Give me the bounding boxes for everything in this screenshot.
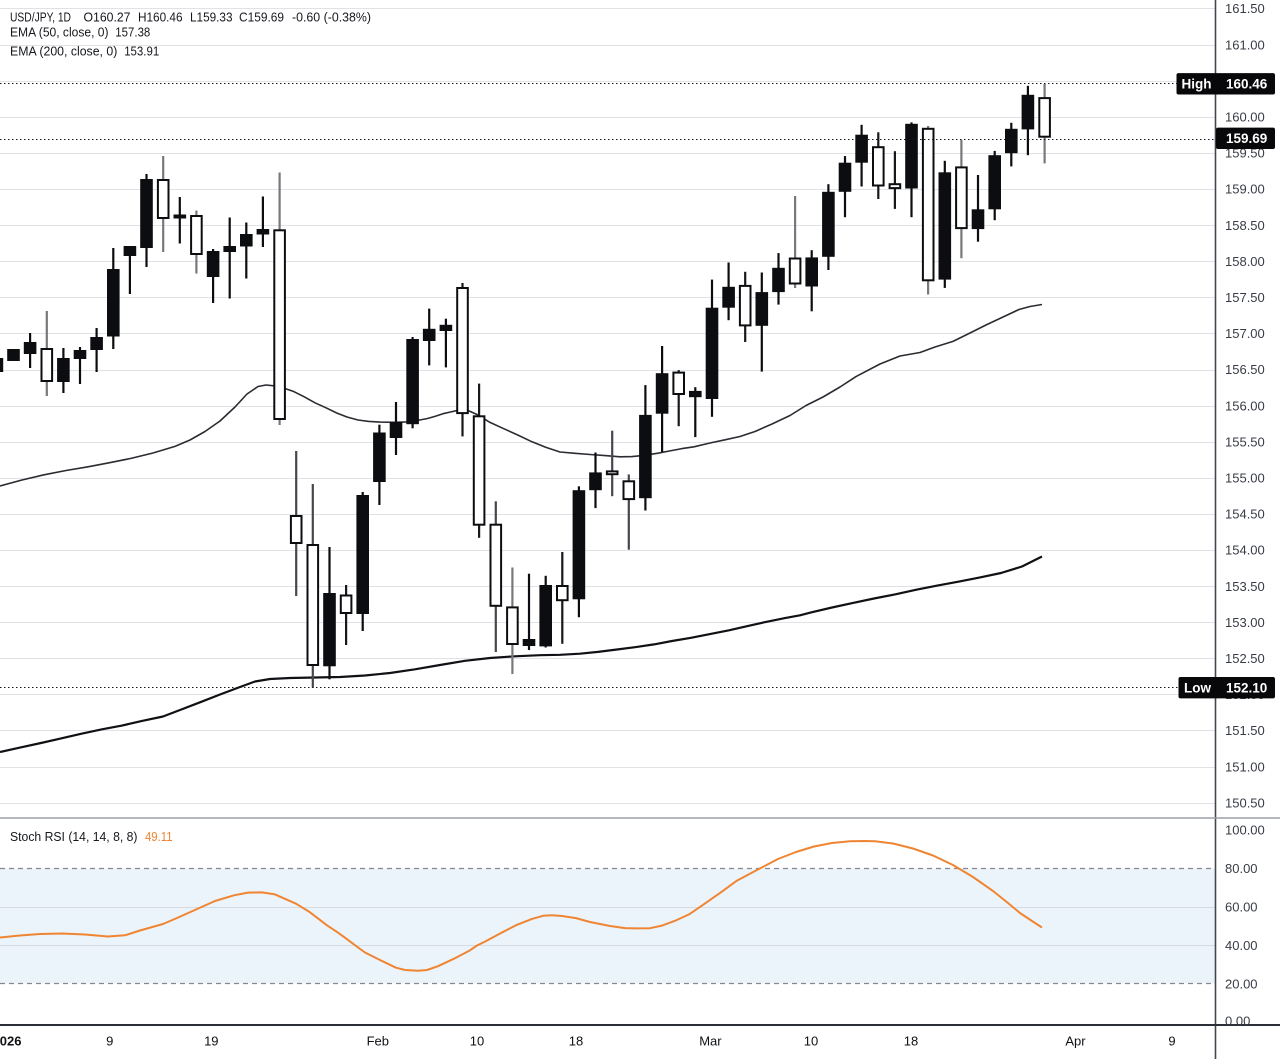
svg-text:EMA (200, close, 0): EMA (200, close, 0) bbox=[10, 44, 117, 59]
svg-text:153.00: 153.00 bbox=[1225, 615, 1265, 630]
svg-text:153.50: 153.50 bbox=[1225, 579, 1265, 594]
svg-text:151.50: 151.50 bbox=[1225, 723, 1265, 738]
svg-text:C159.69: C159.69 bbox=[239, 10, 284, 25]
svg-text:Feb: Feb bbox=[367, 1034, 389, 1049]
svg-text:L159.33: L159.33 bbox=[190, 10, 233, 25]
svg-text:159.50: 159.50 bbox=[1225, 146, 1265, 161]
svg-text:10: 10 bbox=[804, 1034, 818, 1049]
svg-text:10: 10 bbox=[470, 1034, 484, 1049]
svg-text:High: High bbox=[1182, 77, 1212, 92]
svg-text:160.00: 160.00 bbox=[1225, 110, 1265, 125]
svg-text:161.50: 161.50 bbox=[1225, 1, 1265, 16]
svg-text:154.50: 154.50 bbox=[1225, 507, 1265, 522]
svg-text:40.00: 40.00 bbox=[1225, 938, 1258, 953]
svg-text:9: 9 bbox=[1168, 1034, 1175, 1049]
svg-text:80.00: 80.00 bbox=[1225, 861, 1258, 876]
svg-text:19: 19 bbox=[204, 1034, 218, 1049]
svg-text:158.50: 158.50 bbox=[1225, 218, 1265, 233]
svg-text:18: 18 bbox=[569, 1034, 583, 1049]
svg-text:151.00: 151.00 bbox=[1225, 759, 1265, 774]
svg-text:150.50: 150.50 bbox=[1225, 795, 1265, 810]
svg-text:USD/JPY, 1D: USD/JPY, 1D bbox=[10, 10, 71, 25]
svg-text:156.50: 156.50 bbox=[1225, 362, 1265, 377]
svg-text:152.10: 152.10 bbox=[1226, 681, 1267, 696]
svg-text:-0.60 (-0.38%): -0.60 (-0.38%) bbox=[292, 10, 371, 25]
svg-text:20.00: 20.00 bbox=[1225, 977, 1258, 992]
svg-text:155.50: 155.50 bbox=[1225, 434, 1265, 449]
svg-text:161.00: 161.00 bbox=[1225, 37, 1265, 52]
svg-text:158.00: 158.00 bbox=[1225, 254, 1265, 269]
svg-text:100.00: 100.00 bbox=[1225, 823, 1265, 838]
svg-text:H160.46: H160.46 bbox=[138, 10, 183, 25]
svg-text:157.38: 157.38 bbox=[115, 24, 150, 39]
svg-text:Apr: Apr bbox=[1065, 1034, 1086, 1049]
svg-text:60.00: 60.00 bbox=[1225, 900, 1258, 915]
svg-text:Mar: Mar bbox=[699, 1034, 722, 1049]
svg-text:160.46: 160.46 bbox=[1226, 77, 1268, 92]
svg-text:157.00: 157.00 bbox=[1225, 326, 1265, 341]
svg-text:Low: Low bbox=[1184, 681, 1211, 696]
svg-text:9: 9 bbox=[106, 1034, 113, 1049]
svg-text:156.00: 156.00 bbox=[1225, 398, 1265, 413]
svg-text:159.69: 159.69 bbox=[1226, 131, 1267, 146]
svg-text:18: 18 bbox=[904, 1034, 918, 1049]
svg-text:154.00: 154.00 bbox=[1225, 543, 1265, 558]
svg-text:O160.27: O160.27 bbox=[84, 10, 131, 25]
svg-text:153.91: 153.91 bbox=[124, 44, 159, 59]
svg-text:0.00: 0.00 bbox=[1225, 1014, 1250, 1029]
svg-text:2026: 2026 bbox=[0, 1034, 21, 1049]
svg-text:157.50: 157.50 bbox=[1225, 290, 1265, 305]
svg-text:EMA (50, close, 0): EMA (50, close, 0) bbox=[10, 24, 109, 39]
svg-text:155.00: 155.00 bbox=[1225, 471, 1265, 486]
svg-text:49.11: 49.11 bbox=[145, 829, 173, 844]
svg-text:159.00: 159.00 bbox=[1225, 182, 1265, 197]
svg-text:Stoch RSI (14, 14, 8, 8): Stoch RSI (14, 14, 8, 8) bbox=[10, 829, 138, 844]
svg-text:152.50: 152.50 bbox=[1225, 651, 1265, 666]
